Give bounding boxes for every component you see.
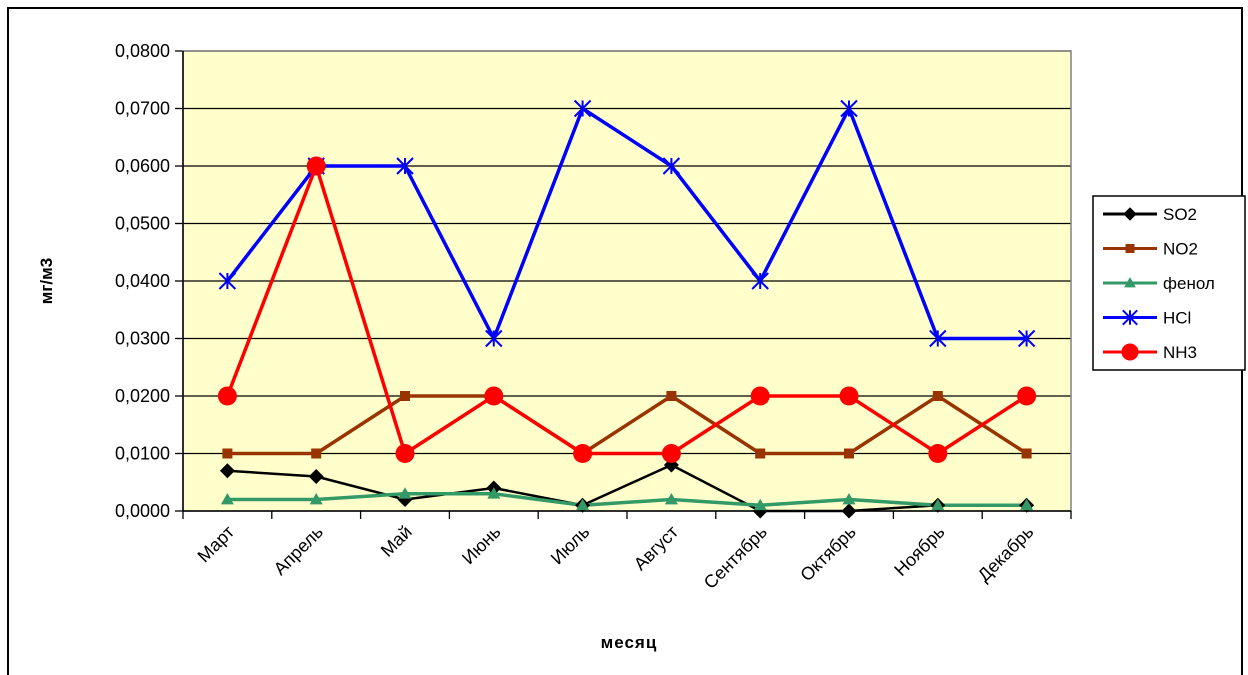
legend-marker <box>1121 343 1139 361</box>
data-point-series-0 <box>841 503 857 519</box>
legend-label: фенол <box>1163 274 1215 293</box>
series-lines <box>225 106 1028 513</box>
data-point-series-4 <box>395 444 415 463</box>
data-point-series-3 <box>1017 329 1036 348</box>
data-point-series-3 <box>218 272 237 290</box>
legend-label: NH3 <box>1163 343 1197 362</box>
data-point-series-4 <box>928 444 948 463</box>
y-tick-label: 0,0200 <box>115 386 170 406</box>
data-point-series-1 <box>1021 448 1032 459</box>
legend-marker <box>1125 244 1135 253</box>
data-point-series-3 <box>662 157 681 175</box>
legend-label: NO2 <box>1163 240 1198 259</box>
legend-marker <box>1122 309 1138 326</box>
series-line-3 <box>226 106 1027 341</box>
data-point-series-3 <box>929 329 947 348</box>
data-point-series-2 <box>1020 498 1034 511</box>
y-tick-label: 0,0000 <box>115 501 170 521</box>
legend: SO2 NO2 фенол HCl NH3 <box>1092 195 1246 371</box>
data-point-series-1 <box>932 391 943 401</box>
legend-item: фенол <box>1103 274 1215 293</box>
y-tick-label: 0,0400 <box>115 271 170 291</box>
data-point-series-2 <box>576 498 590 511</box>
y-tick-label: 0,0600 <box>115 156 170 176</box>
data-point-series-2 <box>398 487 412 499</box>
data-point-series-4 <box>1017 386 1037 406</box>
data-point-series-0 <box>308 469 324 484</box>
data-point-series-3 <box>840 99 858 118</box>
y-tick-label: 0,0300 <box>115 329 170 349</box>
legend-item: SO2 <box>1103 205 1197 224</box>
y-tick-label: 0,0800 <box>115 41 170 61</box>
data-point-series-2 <box>487 487 501 499</box>
legend-item: NO2 <box>1103 240 1198 259</box>
data-point-series-4 <box>661 444 681 463</box>
data-point-series-3 <box>485 329 503 348</box>
y-tick-label: 0,0500 <box>115 214 170 234</box>
data-point-series-1 <box>400 391 410 401</box>
data-point-series-2 <box>842 493 856 505</box>
data-point-series-3 <box>751 272 769 290</box>
data-point-series-2 <box>931 498 945 511</box>
y-axis-title: мг/м3 <box>37 258 56 304</box>
data-point-series-1 <box>755 448 766 459</box>
data-point-series-4 <box>750 386 770 406</box>
series-line-0 <box>227 463 1027 513</box>
x-axis-title: месяц <box>601 633 658 652</box>
data-point-series-4 <box>306 156 326 176</box>
gridlines <box>183 50 1071 455</box>
data-point-series-3 <box>573 99 592 118</box>
data-point-series-2 <box>220 493 234 505</box>
legend-label: HCl <box>1163 309 1191 328</box>
series-line-4 <box>225 164 1028 456</box>
data-point-series-2 <box>664 493 678 505</box>
data-point-series-4 <box>484 386 504 406</box>
data-point-series-0 <box>219 463 235 479</box>
data-point-series-4 <box>573 444 593 463</box>
legend-marker <box>1123 207 1137 221</box>
data-point-series-2 <box>309 493 323 505</box>
data-point-series-1 <box>666 391 677 401</box>
data-point-series-4 <box>839 386 859 406</box>
series-line-2 <box>227 492 1027 507</box>
data-point-series-1 <box>222 448 233 459</box>
data-point-series-1 <box>844 448 854 459</box>
y-tick-label: 0,0700 <box>115 99 170 119</box>
data-point-series-2 <box>753 498 767 511</box>
data-point-series-3 <box>396 157 414 175</box>
data-point-series-4 <box>217 386 237 406</box>
data-point-series-1 <box>311 448 322 459</box>
legend-item: HCl <box>1103 309 1191 328</box>
legend-marker <box>1124 277 1136 288</box>
series-markers <box>217 99 1037 519</box>
legend-label: SO2 <box>1163 205 1197 224</box>
legend-item: NH3 <box>1103 343 1197 362</box>
y-tick-label: 0,0100 <box>115 444 170 464</box>
